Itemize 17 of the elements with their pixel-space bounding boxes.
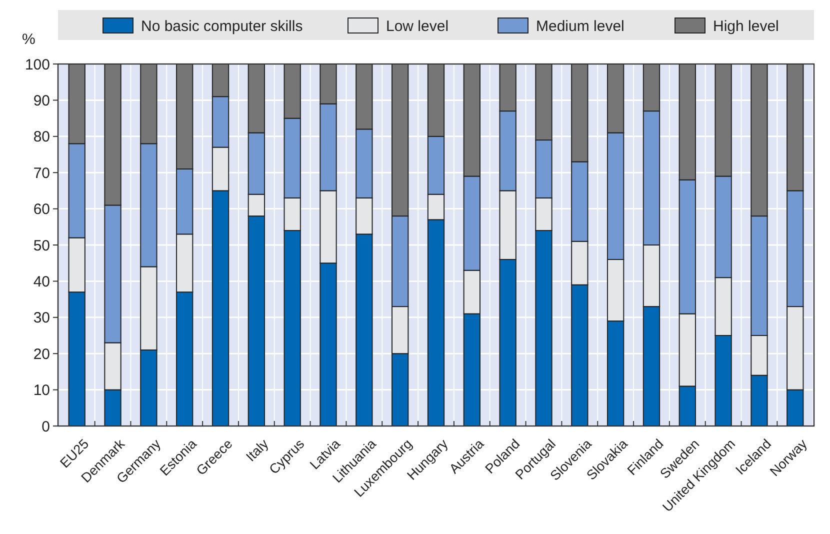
y-tick-label: 30 (33, 310, 50, 327)
legend-label: High level (713, 18, 779, 35)
legend-label: No basic computer skills (141, 18, 303, 35)
legend-label: Low level (386, 18, 449, 35)
y-tick-label: 80 (33, 128, 50, 146)
y-tick-label: 20 (33, 346, 50, 363)
y-tick-label: 90 (33, 92, 50, 110)
x-tick-label: Italy (243, 436, 272, 464)
y-tick-label: 10 (33, 382, 50, 400)
y-tick-label: 50 (33, 237, 50, 254)
y-tick-label: 40 (33, 273, 50, 290)
y-axis-title: % (22, 31, 36, 48)
legend-label: Medium level (536, 18, 624, 35)
y-tick-label: 60 (33, 201, 50, 218)
y-tick-label: 0 (42, 418, 50, 436)
y-tick-label: 70 (33, 164, 50, 182)
y-tick-label: 100 (24, 56, 50, 74)
